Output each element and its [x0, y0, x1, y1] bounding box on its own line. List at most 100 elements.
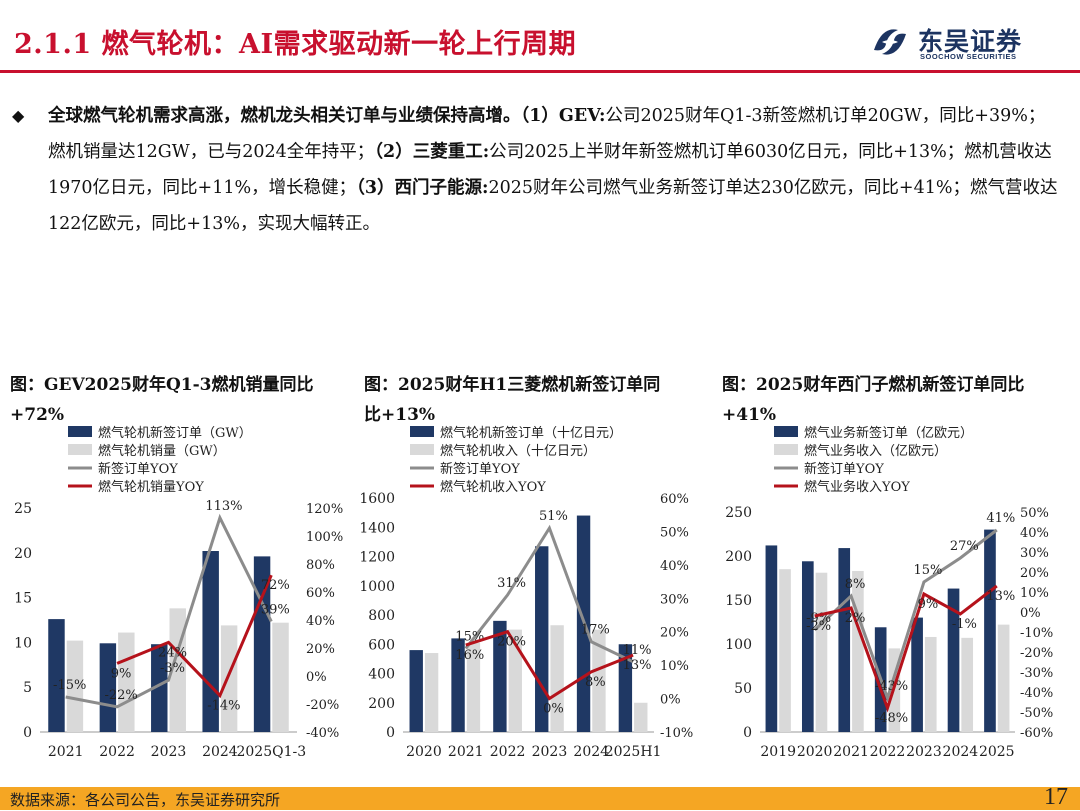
y2-tick-label: -20% [306, 698, 339, 713]
y-tick-label: 50 [734, 681, 752, 697]
bar-sales-6 [997, 624, 1010, 732]
bullet-diamond-icon: ◆ [12, 106, 25, 125]
legend-swatch-0 [774, 426, 798, 437]
y2-tick-label: 40% [1020, 526, 1049, 541]
data-label-orders-yoy: 51% [539, 509, 568, 524]
y2-tick-label: -20% [1020, 646, 1053, 661]
x-tick-label: 2023 [151, 744, 187, 760]
y2-tick-label: 100% [306, 530, 343, 545]
y2-tick-label: 10% [660, 659, 689, 674]
bar-sales-1 [466, 642, 481, 732]
y2-tick-label: -40% [306, 726, 339, 741]
data-label-orders-yoy: -3% [160, 661, 185, 676]
data-label-orders-yoy: -43% [875, 679, 908, 694]
data-label-orders-yoy: 15% [455, 629, 484, 644]
data-label-orders-yoy: 41% [986, 511, 1015, 526]
legend-swatch-1 [774, 444, 798, 455]
chart-siemens: 燃气业务新签订单（亿欧元） 燃气业务收入（亿欧元） 新签订单YOY 燃气业务收入YOY… [725, 425, 1053, 760]
summary-bullet: ◆ 全球燃气轮机需求高涨，燃机龙头相关订单与业绩保持高增。（1）GEV:公司20… [12, 98, 1062, 242]
page-title: 2.1.1 燃气轮机：AI需求驱动新一轮上行周期 [14, 29, 577, 60]
bar-sales-0 [66, 640, 84, 732]
x-tick-label: 2025 [979, 744, 1015, 760]
data-source: 数据来源：各公司公告，东吴证券研究所 [10, 791, 281, 809]
x-tick-label: 2022 [490, 744, 526, 760]
legend-swatch-1 [410, 444, 434, 455]
y2-tick-label: -50% [1020, 706, 1053, 721]
y-tick-label: 100 [725, 637, 752, 653]
data-label-orders-yoy: 11% [623, 643, 652, 658]
bar-sales-4 [272, 622, 289, 732]
mhi-label: （2）三菱重工: [374, 142, 490, 162]
data-label-orders-yoy: 27% [950, 539, 979, 554]
line-sales-yoy [465, 629, 634, 701]
data-label-sales-yoy: 20% [497, 635, 526, 650]
data-label-sales-yoy: -1% [952, 617, 977, 632]
bar-sales-4 [592, 629, 606, 732]
x-tick-label: 2020 [797, 744, 833, 760]
data-label-sales-yoy: -14% [207, 699, 240, 714]
x-tick-label: 2023 [532, 744, 568, 760]
y-tick-label: 5 [23, 680, 32, 696]
legend-label-0: 燃气轮机新签订单（GW） [98, 425, 252, 441]
data-label-sales-yoy: 72% [261, 578, 290, 593]
bar-orders-6 [984, 529, 996, 732]
data-label-sales-yoy: 0% [543, 702, 564, 717]
y2-tick-label: 60% [660, 492, 689, 507]
bar-sales-0 [424, 653, 439, 732]
bar-orders-3 [202, 551, 219, 732]
data-label-orders-yoy: 15% [913, 563, 942, 578]
line-orders-yoy [65, 513, 273, 709]
data-label-orders-yoy: 39% [261, 602, 290, 617]
legend-swatch-0 [68, 426, 92, 437]
legend-label-3: 燃气业务收入YOY [804, 479, 910, 495]
company-logo: 东吴证券 SOOCHOW SECURITIES [868, 20, 1038, 64]
y-tick-label: 0 [23, 725, 32, 741]
x-tick-label: 2024 [202, 744, 238, 760]
bar-orders-2 [151, 644, 168, 732]
y-tick-label: 1200 [359, 550, 395, 566]
y2-tick-label: 50% [660, 525, 689, 540]
y2-tick-label: 120% [306, 502, 343, 517]
y-tick-label: 0 [386, 725, 395, 741]
x-tick-label: 2025Q1-3 [236, 744, 306, 760]
y2-tick-label: -10% [660, 726, 693, 741]
line-orders-yoy [464, 524, 634, 664]
y2-tick-label: -10% [1020, 626, 1053, 641]
y-tick-label: 800 [368, 608, 395, 624]
legend-label-1: 燃气轮机销量（GW） [98, 443, 226, 459]
bar-sales-2 [852, 570, 864, 732]
y2-tick-label: 10% [1020, 586, 1049, 601]
bar-orders-2 [493, 620, 507, 732]
bar-sales-1 [118, 632, 135, 732]
bar-sales-2 [508, 629, 522, 732]
bar-orders-5 [618, 644, 633, 732]
footer-bar: 数据来源：各公司公告，东吴证券研究所 17 [0, 784, 1080, 810]
gev-label: （1）GEV: [520, 106, 606, 126]
chart-mhi: 燃气轮机新签订单（十亿日元） 燃气轮机收入（十亿日元） 新签订单YOY 燃气轮机收入Y… [359, 425, 693, 760]
y2-tick-label: 40% [306, 614, 335, 629]
y2-tick-label: 50% [1020, 506, 1049, 521]
chart-title-siemens: 图：2025财年西门子燃机新签订单同比+41% [722, 375, 1025, 425]
y-tick-label: 15 [14, 591, 32, 607]
bar-sales-4 [924, 636, 937, 732]
data-label-sales-yoy: 9% [111, 666, 132, 681]
y2-tick-label: 20% [306, 642, 335, 657]
y2-tick-label: 20% [660, 626, 689, 641]
y2-tick-label: 60% [306, 586, 335, 601]
legend-label-1: 燃气业务收入（亿欧元） [804, 443, 947, 459]
x-tick-label: 2024 [943, 744, 979, 760]
data-label-sales-yoy: 16% [455, 648, 484, 663]
y-tick-label: 400 [368, 667, 395, 683]
bar-orders-5 [947, 588, 960, 732]
y2-tick-label: 20% [1020, 566, 1049, 581]
y-tick-label: 1400 [359, 520, 395, 536]
legend-label-2: 新签订单YOY [440, 461, 520, 477]
data-label-sales-yoy: -48% [875, 711, 908, 726]
siemens-text: 2025财年公司燃气业务新签订单达230亿欧元，同比+41%；燃气营收达122亿… [48, 178, 1058, 234]
data-label-orders-yoy: 8% [845, 577, 866, 592]
y2-tick-label: -30% [1020, 666, 1053, 681]
bar-orders-1 [451, 638, 465, 732]
bar-sales-5 [634, 702, 648, 732]
x-tick-label: 2022 [99, 744, 135, 760]
legend-swatch-0 [410, 426, 434, 437]
